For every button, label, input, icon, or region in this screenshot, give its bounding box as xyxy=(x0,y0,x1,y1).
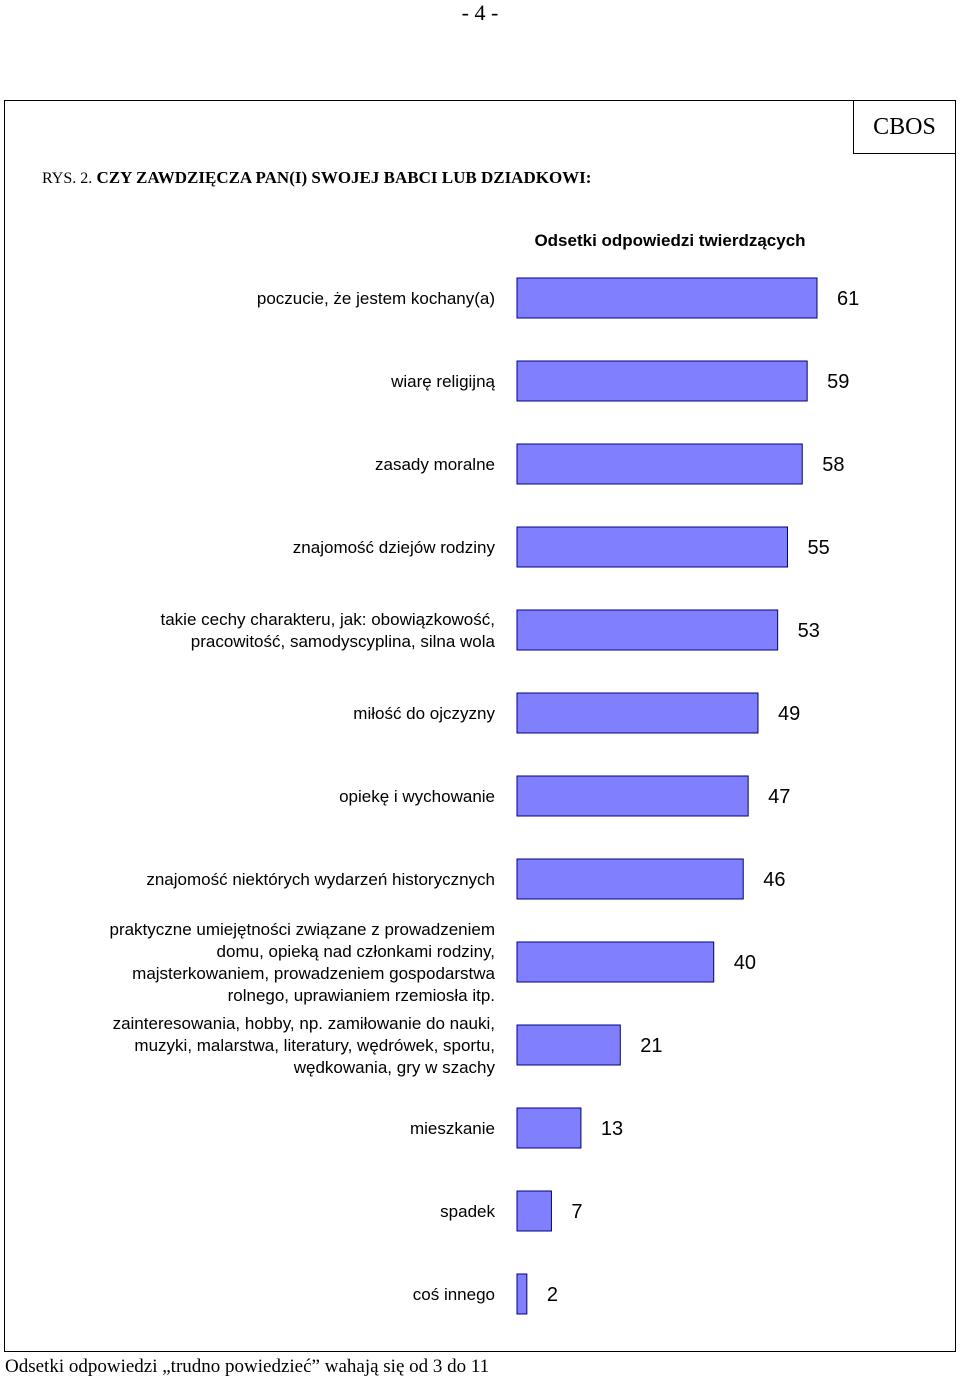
category-label-7: znajomość niektórych wydarzeń historyczn… xyxy=(146,870,495,889)
bar-4 xyxy=(516,609,779,651)
bar-0 xyxy=(516,277,818,319)
footnote: Odsetki odpowiedzi „trudno powiedzieć” w… xyxy=(5,1356,490,1377)
bar-chart: Odsetki odpowiedzi twierdzących 61 poczuc… xyxy=(109,231,859,1315)
category-label-11: spadek xyxy=(440,1202,495,1221)
data-label-9: 21 xyxy=(640,1035,662,1057)
bar-6 xyxy=(516,775,749,817)
figure-title: RYS. 2. CZY ZAWDZIĘCZA PAN(I) SWOJEJ BAB… xyxy=(42,168,591,188)
data-label-5: 49 xyxy=(778,703,800,725)
bar-9 xyxy=(516,1024,621,1066)
bar-1 xyxy=(516,360,808,402)
category-label-5: miłość do ojczyzny xyxy=(353,704,495,723)
category-label-1: wiarę religijną xyxy=(390,372,495,391)
category-label-2: zasady moralne xyxy=(375,455,495,474)
bar-8 xyxy=(516,941,715,983)
category-label-6: opiekę i wychowanie xyxy=(339,787,495,806)
data-label-3: 55 xyxy=(807,537,829,559)
category-label-3: znajomość dziejów rodziny xyxy=(293,538,496,557)
figure-label: RYS. 2. xyxy=(42,170,93,187)
bar-11 xyxy=(516,1190,552,1232)
data-label-0: 61 xyxy=(837,288,859,310)
figure-frame xyxy=(4,100,956,1352)
category-label-0: poczucie, że jestem kochany(a) xyxy=(257,289,495,308)
bar-2 xyxy=(516,443,803,485)
data-label-1: 59 xyxy=(827,371,849,393)
category-label-4: takie cechy charakteru, jak: obowiązkowo… xyxy=(161,610,496,651)
bar-3 xyxy=(516,526,788,568)
bar-5 xyxy=(516,692,759,734)
category-label-8: praktyczne umiejętności związane z prowa… xyxy=(109,920,495,1005)
chart-subtitle: Odsetki odpowiedzi twierdzących xyxy=(534,231,805,250)
data-label-8: 40 xyxy=(734,952,756,974)
data-label-6: 47 xyxy=(768,786,790,808)
category-label-12: coś innego xyxy=(413,1285,495,1304)
data-label-11: 7 xyxy=(571,1201,582,1223)
cbos-badge: CBOS xyxy=(853,100,956,154)
data-label-10: 13 xyxy=(601,1118,623,1140)
category-label-10: mieszkanie xyxy=(410,1119,495,1138)
data-label-12: 2 xyxy=(547,1284,558,1306)
bars-layer: 61 poczucie, że jestem kochany(a) 59 wiarę … xyxy=(109,277,859,1315)
data-label-7: 46 xyxy=(763,869,785,891)
page-number: - 4 - xyxy=(461,0,499,25)
category-label-9: zainteresowania, hobby, np. zamiłowanie … xyxy=(113,1014,496,1077)
bar-12 xyxy=(516,1273,528,1315)
bar-10 xyxy=(516,1107,582,1149)
data-label-2: 58 xyxy=(822,454,844,476)
data-label-4: 53 xyxy=(798,620,820,642)
bar-7 xyxy=(516,858,744,900)
figure-question: CZY ZAWDZIĘCZA PAN(I) SWOJEJ BABCI LUB D… xyxy=(96,168,592,187)
